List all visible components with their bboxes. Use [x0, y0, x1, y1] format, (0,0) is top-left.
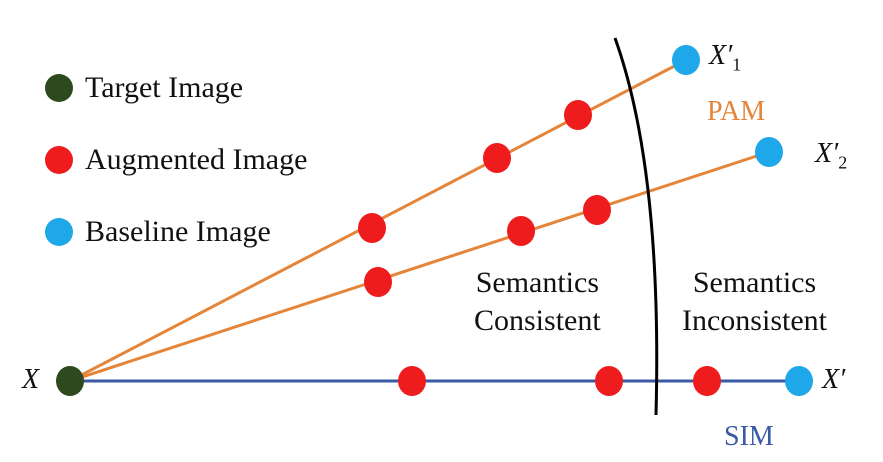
- augmented-point: [507, 216, 535, 246]
- augmented-point: [564, 100, 592, 130]
- augmented-point: [364, 267, 392, 297]
- sim-label: SIM: [724, 421, 774, 452]
- x1-sub: 1: [732, 54, 742, 75]
- region-inconsistent-line2: Inconsistent: [682, 304, 827, 337]
- augmented-point: [595, 366, 623, 396]
- augmented-point: [358, 213, 386, 243]
- baseline-point-x2: [755, 137, 783, 167]
- augmented-point: [483, 143, 511, 173]
- legend-item-baseline: Baseline Image: [45, 196, 307, 268]
- baseline-point-x: [785, 366, 813, 396]
- point-label-x-prime: X′: [822, 364, 846, 395]
- pam-line-2: [69, 150, 770, 383]
- augmented-dot-icon: [45, 146, 73, 174]
- legend-label: Baseline Image: [85, 215, 271, 248]
- augmented-point: [583, 195, 611, 225]
- region-inconsistent-line1: Semantics: [692, 266, 817, 299]
- legend-label: Target Image: [85, 71, 244, 104]
- point-label-x2-prime: X′2: [815, 138, 847, 174]
- semantic-boundary-curve: [613, 37, 659, 416]
- region-consistent-line1: Semantics: [475, 266, 599, 299]
- legend: Target Image Augmented Image Baseline Im…: [45, 52, 307, 268]
- target-dot-icon: [45, 74, 73, 102]
- augmented-point: [693, 366, 721, 396]
- region-consistent-line2: Consistent: [474, 304, 601, 337]
- x2-base: X′: [815, 138, 839, 169]
- region-consistent-label: Semantics Consistent: [474, 264, 601, 340]
- region-inconsistent-label: Semantics Inconsistent: [682, 264, 827, 340]
- legend-item-augmented: Augmented Image: [45, 124, 307, 196]
- baseline-dot-icon: [45, 218, 73, 246]
- baseline-point-x1: [672, 45, 700, 75]
- pam-label: PAM: [707, 96, 766, 127]
- target-point: [56, 366, 84, 396]
- x2-sub: 2: [838, 152, 848, 173]
- x1-base: X′: [709, 40, 733, 71]
- point-label-x: X: [22, 364, 40, 395]
- legend-label: Augmented Image: [85, 143, 308, 176]
- legend-item-target: Target Image: [45, 52, 307, 124]
- augmented-point: [398, 366, 426, 396]
- point-label-x1-prime: X′1: [709, 40, 741, 76]
